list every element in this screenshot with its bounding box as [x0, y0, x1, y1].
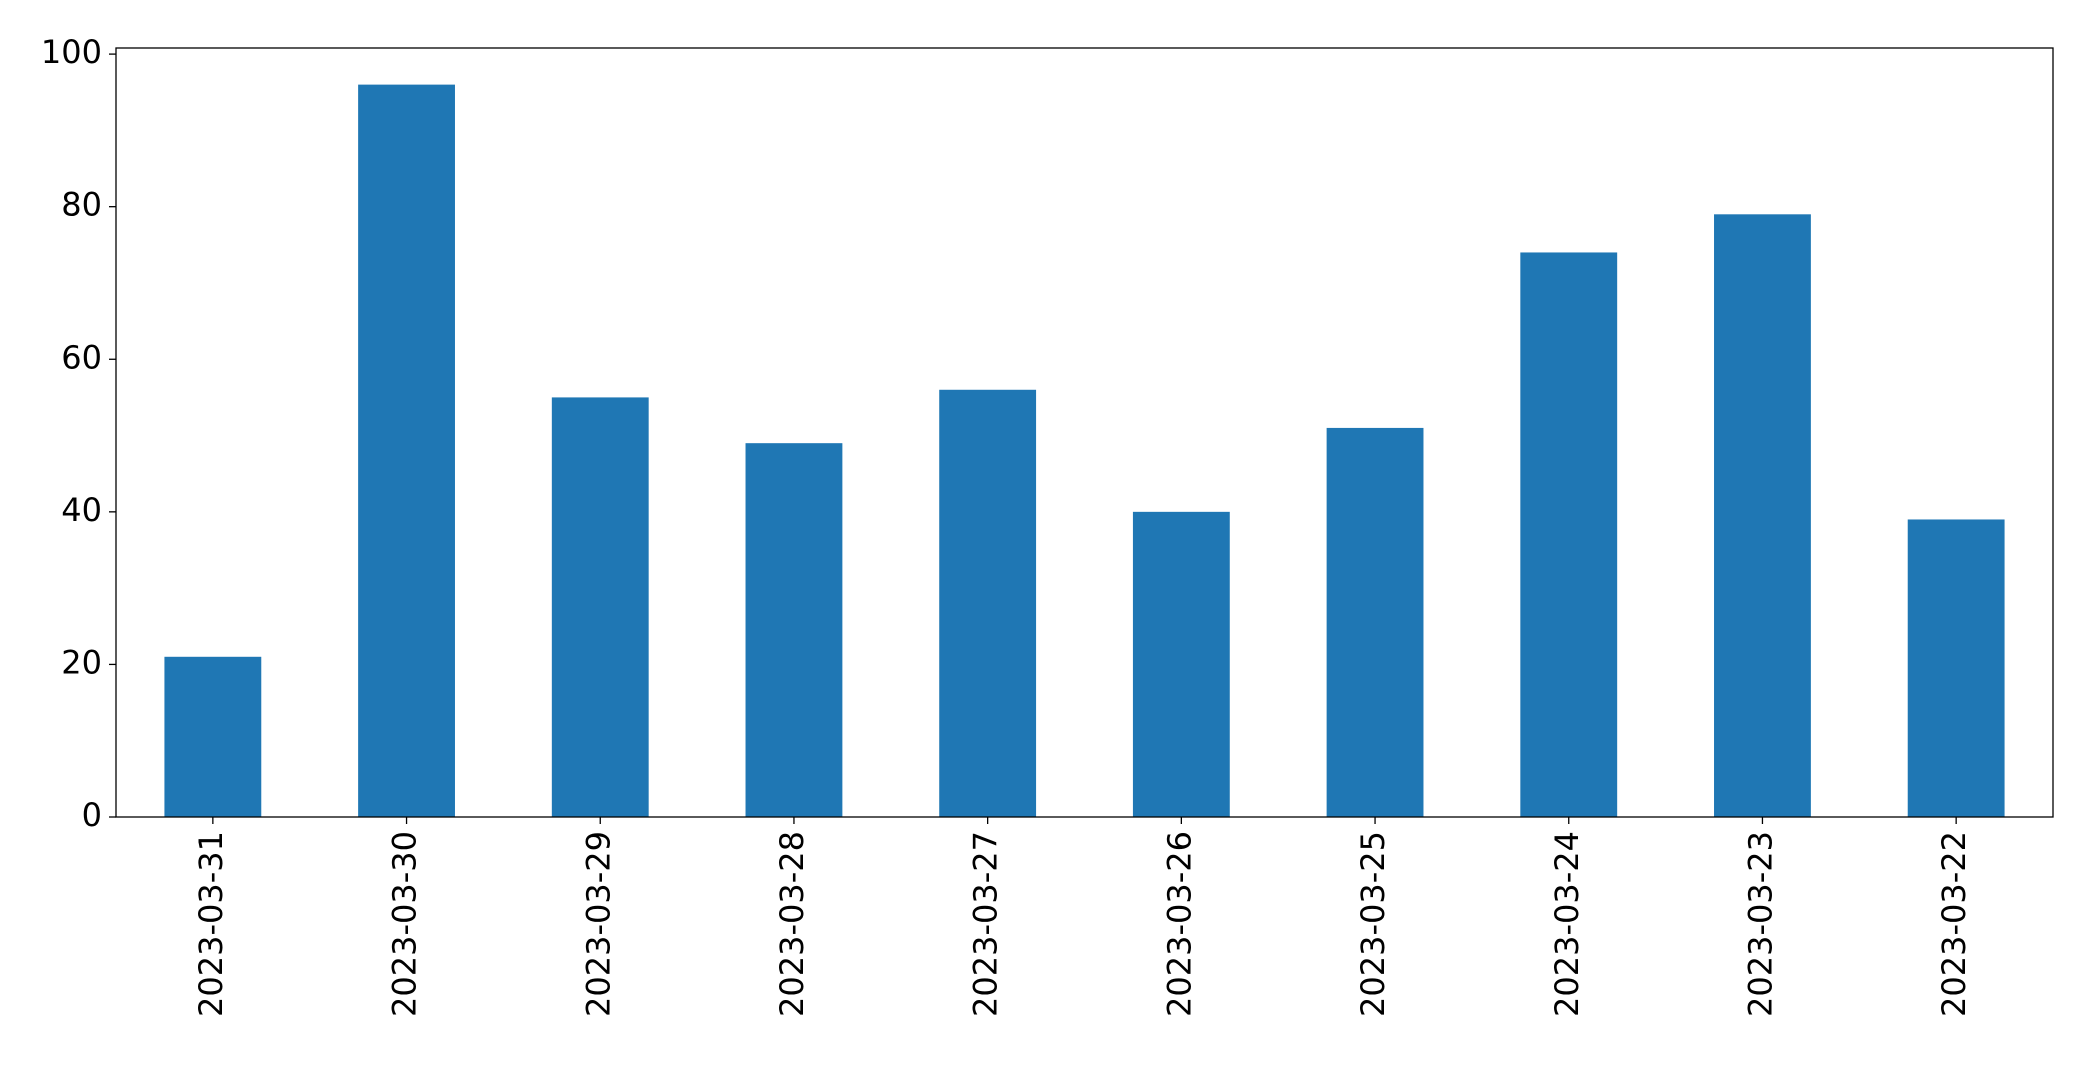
y-tick-label: 60: [61, 338, 102, 376]
x-tick-label: 2023-03-23: [1741, 831, 1779, 1017]
bar: [1520, 252, 1618, 817]
plot-frame: [115, 47, 2054, 818]
bar: [164, 656, 262, 817]
bar: [1907, 519, 2005, 817]
y-tick-label: 20: [61, 643, 102, 681]
y-tick-label: 40: [61, 491, 102, 529]
x-tick-label: 2023-03-26: [1160, 831, 1198, 1017]
bar: [551, 397, 649, 817]
bar: [358, 84, 455, 818]
y-tick-label: 80: [61, 186, 102, 224]
x-tick-label: 2023-03-30: [386, 831, 424, 1017]
x-tick-label: 2023-03-22: [1935, 831, 1973, 1017]
bar: [939, 389, 1037, 817]
x-tick-label: 2023-03-24: [1548, 831, 1586, 1017]
y-tick-label: 0: [82, 796, 102, 834]
x-tick-label: 2023-03-31: [192, 831, 230, 1017]
bar: [1714, 214, 1811, 817]
x-tick-label: 2023-03-29: [579, 831, 617, 1017]
bar: [1326, 427, 1424, 817]
x-tick-label: 2023-03-28: [773, 831, 811, 1017]
bar: [1132, 511, 1230, 817]
x-tick-label: 2023-03-27: [967, 831, 1005, 1017]
bar: [745, 443, 843, 817]
x-tick-label: 2023-03-25: [1354, 831, 1392, 1017]
y-tick-label: 100: [41, 33, 102, 71]
